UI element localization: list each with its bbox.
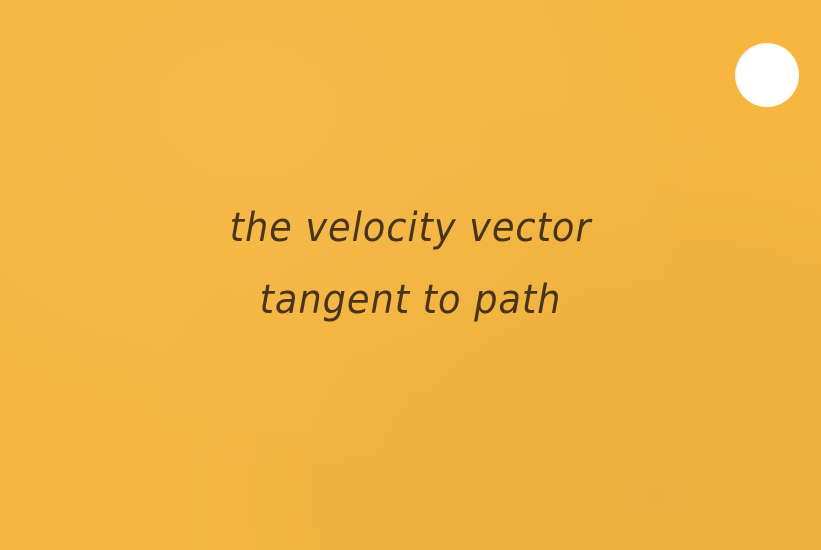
card-text: the velocity vector tangent to path	[0, 192, 821, 336]
card-text-line-1: the velocity vector	[229, 205, 592, 251]
punch-hole	[735, 43, 799, 107]
card-text-line-2: tangent to path	[259, 277, 562, 323]
